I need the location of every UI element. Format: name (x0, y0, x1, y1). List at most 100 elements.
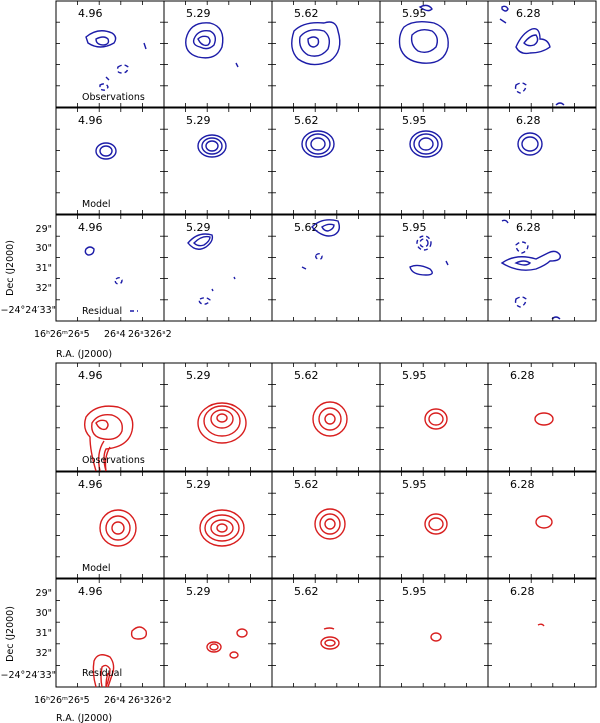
y-tick-label: 32" (36, 283, 52, 294)
panel: 6.28 (487, 362, 597, 472)
velocity-label: 5.62 (294, 585, 319, 598)
panel: 5.29 (163, 0, 273, 108)
row-label: Model (82, 199, 111, 210)
row-label: Residual (82, 306, 122, 317)
velocity-label: 5.95 (402, 114, 427, 127)
velocity-label: 6.28 (510, 478, 535, 491)
x-tick-label: 26ˢ4 (104, 695, 126, 706)
panel: 5.62 (271, 471, 381, 579)
row-label: Model (82, 563, 111, 574)
panel: 5.62 (271, 362, 381, 472)
x-tick-label: 16ʰ26ᵐ26ˢ5 (34, 329, 90, 340)
row-label: Observations (82, 455, 145, 466)
panel: 5.29 (163, 578, 273, 688)
x-axis-label: R.A. (J2000) (56, 349, 112, 360)
blue-y-axis: Dec (J2000) 29" 30" 31" 32" −24°24′33" (0, 224, 56, 316)
velocity-label: 5.29 (186, 585, 211, 598)
velocity-label: 5.29 (186, 369, 211, 382)
panel: 5.62 (271, 214, 381, 322)
velocity-label: 4.96 (78, 369, 103, 382)
panel: 6.28 (487, 578, 597, 688)
y-tick-label: 29" (36, 224, 52, 235)
panel: 4.96 Observations (55, 362, 165, 472)
panel: 5.29 (163, 214, 273, 322)
panel: 5.62 (271, 0, 381, 108)
y-tick-label: 31" (36, 628, 52, 639)
velocity-label: 5.29 (186, 221, 211, 234)
panel: 4.96 Model (55, 107, 165, 215)
velocity-label: 5.62 (294, 7, 319, 20)
panel: 5.95 (379, 0, 489, 108)
velocity-label: 5.29 (186, 7, 211, 20)
panel: 5.95 (379, 578, 489, 688)
velocity-label: 6.28 (510, 369, 535, 382)
velocity-label: 6.28 (516, 7, 541, 20)
row-label: Observations (82, 92, 145, 103)
y-tick-label: −24°24′33" (0, 670, 56, 681)
panel: 6.28 (487, 214, 597, 322)
red-row-model: 4.96 Model 5.29 5.62 (55, 471, 597, 579)
blue-panel-set: 4.96 Observations 5.29 5.62 (55, 0, 597, 322)
panel: 4.96 Observations (55, 0, 165, 108)
y-tick-label: 31" (36, 263, 52, 274)
blue-row-residual: 4.96 Residual 5.29 5.62 (55, 214, 597, 322)
blue-row-model: 4.96 Model 5.29 5.62 5.95 (55, 107, 597, 215)
x-tick-label: 26ˢ3 (128, 695, 150, 706)
panel: 5.62 (271, 107, 381, 215)
velocity-label: 5.95 (402, 7, 427, 20)
red-x-axis: 16ʰ26ᵐ26ˢ5 26ˢ4 26ˢ3 26ˢ2 R.A. (J2000) (34, 695, 172, 723)
y-tick-label: 29" (36, 588, 52, 599)
x-tick-label: 26ˢ2 (150, 695, 172, 706)
red-y-axis: Dec (J2000) 29" 30" 31" 32" −24°24′33" (0, 588, 56, 681)
panel: 5.95 (379, 362, 489, 472)
y-axis-label: Dec (J2000) (5, 240, 16, 296)
velocity-label: 5.62 (294, 221, 319, 234)
panel: 5.29 (163, 471, 273, 579)
red-row-observations: 4.96 Observations 5.29 5.62 (55, 362, 597, 472)
x-tick-label: 16ʰ26ᵐ26ˢ5 (34, 695, 90, 706)
panel: 6.28 (487, 0, 597, 108)
panel: 4.96 Residual (55, 578, 165, 688)
x-tick-label: 26ˢ4 (104, 329, 126, 340)
velocity-label: 4.96 (78, 114, 103, 127)
red-panel-set: 4.96 Observations 5.29 5.62 (55, 362, 597, 688)
velocity-label: 5.95 (402, 478, 427, 491)
velocity-label: 4.96 (78, 478, 103, 491)
panel: 5.29 (163, 362, 273, 472)
blue-row-observations: 4.96 Observations 5.29 5.62 (55, 0, 597, 108)
velocity-label: 6.28 (516, 221, 541, 234)
panel: 5.29 (163, 107, 273, 215)
velocity-label: 5.29 (186, 478, 211, 491)
y-tick-label: 30" (36, 608, 52, 619)
x-tick-label: 26ˢ2 (150, 329, 172, 340)
y-tick-label: 32" (36, 648, 52, 659)
y-axis-label: Dec (J2000) (5, 606, 16, 662)
velocity-label: 6.28 (510, 585, 535, 598)
velocity-label: 6.28 (516, 114, 541, 127)
panel: 5.95 (379, 471, 489, 579)
row-label: Residual (82, 668, 122, 679)
velocity-label: 5.29 (186, 114, 211, 127)
velocity-label: 4.96 (78, 7, 103, 20)
panel: 5.95 (379, 214, 489, 322)
y-tick-label: 30" (36, 243, 52, 254)
tick-marks (56, 1, 596, 687)
panel: 6.28 (487, 107, 597, 215)
red-row-residual: 4.96 Residual 5.29 5.62 (55, 578, 597, 688)
panel: 5.95 (379, 107, 489, 215)
velocity-label: 5.62 (294, 478, 319, 491)
velocity-label: 5.95 (402, 585, 427, 598)
velocity-label: 5.95 (402, 369, 427, 382)
panel: 4.96 Residual (55, 214, 165, 322)
velocity-label: 5.62 (294, 114, 319, 127)
x-axis-label: R.A. (J2000) (56, 713, 112, 723)
panel: 6.28 (487, 471, 597, 579)
panel: 4.96 Model (55, 471, 165, 579)
velocity-label: 5.62 (294, 369, 319, 382)
panel: 5.62 (271, 578, 381, 688)
y-tick-label: −24°24′33" (0, 305, 56, 316)
blue-x-axis: 16ʰ26ᵐ26ˢ5 26ˢ4 26ˢ3 26ˢ2 R.A. (J2000) (34, 329, 172, 360)
velocity-label: 4.96 (78, 585, 103, 598)
x-tick-label: 26ˢ3 (128, 329, 150, 340)
